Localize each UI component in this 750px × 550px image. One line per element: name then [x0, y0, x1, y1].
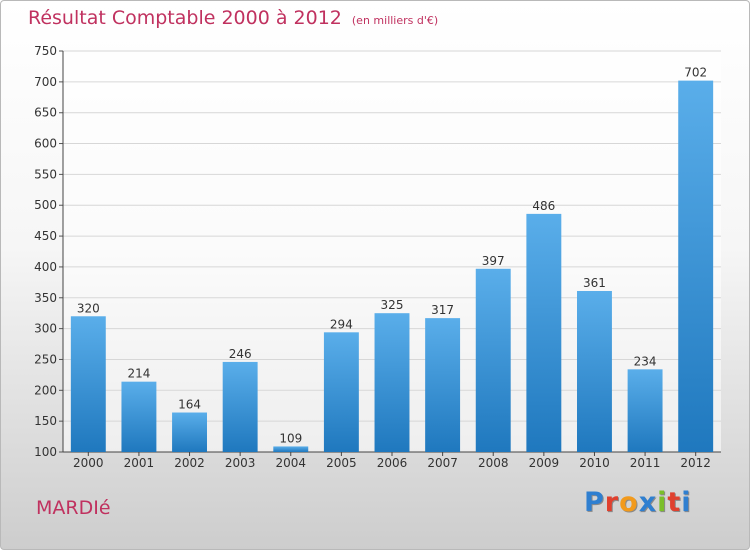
- chart-title: Résultat Comptable 2000 à 2012 (en millie…: [28, 7, 438, 29]
- logo-letter: o: [619, 487, 639, 518]
- y-tick-label: 700: [34, 75, 57, 89]
- x-tick-label-2000: 2000: [73, 456, 104, 470]
- data-label-2011: 234: [634, 354, 657, 368]
- data-label-2004: 109: [279, 431, 302, 445]
- chart-unit: (en milliers d'€): [351, 14, 439, 27]
- chart-title-text: Résultat Comptable 2000 à 2012: [28, 7, 342, 29]
- data-label-2001: 214: [127, 367, 150, 381]
- x-tick-label-2011: 2011: [630, 456, 661, 470]
- bar-2002: [172, 412, 208, 452]
- data-label-2006: 325: [381, 298, 404, 312]
- x-tick-label-2006: 2006: [377, 456, 408, 470]
- y-tick-label: 450: [34, 229, 57, 243]
- x-tick-label-2001: 2001: [124, 456, 155, 470]
- logo-letter: i: [681, 487, 692, 518]
- bar-2006: [374, 313, 410, 452]
- y-tick-label: 400: [34, 260, 57, 274]
- data-label-2002: 164: [178, 398, 201, 412]
- data-label-2010: 361: [583, 276, 606, 290]
- data-label-2009: 486: [532, 199, 555, 213]
- bar-2004: [273, 446, 309, 452]
- x-tick-label-2002: 2002: [174, 456, 205, 470]
- y-tick-label: 150: [34, 414, 57, 428]
- y-tick-label: 600: [34, 137, 57, 151]
- y-tick-label: 500: [34, 198, 57, 212]
- x-tick-label-2004: 2004: [275, 456, 306, 470]
- bar-2001: [121, 381, 157, 452]
- y-tick-label: 350: [34, 291, 57, 305]
- bar-2009: [526, 213, 562, 452]
- bar-2012: [678, 80, 714, 452]
- commune-name: MARDIé: [36, 497, 111, 519]
- logo-letter: t: [667, 487, 682, 518]
- logo-letter: r: [604, 487, 620, 518]
- logo-letter: x: [638, 487, 658, 518]
- proxiti-logo[interactable]: Proxiti: [584, 487, 692, 518]
- x-tick-label-2003: 2003: [225, 456, 256, 470]
- data-label-2005: 294: [330, 317, 353, 331]
- logo-letter: i: [657, 487, 668, 518]
- x-tick-label-2009: 2009: [529, 456, 560, 470]
- y-tick-label: 100: [34, 445, 57, 459]
- y-tick-label: 750: [34, 44, 57, 58]
- bar-2010: [576, 290, 612, 452]
- bar-2005: [323, 332, 359, 452]
- bar-2007: [425, 318, 461, 452]
- x-tick-label-2007: 2007: [427, 456, 458, 470]
- bar-2003: [222, 361, 258, 452]
- bar-2011: [627, 369, 663, 452]
- y-tick-label: 550: [34, 167, 57, 181]
- data-label-2012: 702: [684, 66, 707, 80]
- data-label-2008: 397: [482, 254, 505, 268]
- data-label-2007: 317: [431, 303, 454, 317]
- y-tick-label: 650: [34, 106, 57, 120]
- y-tick-label: 300: [34, 322, 57, 336]
- y-tick-label: 200: [34, 383, 57, 397]
- data-label-2000: 320: [77, 301, 100, 315]
- y-tick-label: 250: [34, 352, 57, 366]
- x-tick-label-2010: 2010: [579, 456, 610, 470]
- data-label-2003: 246: [229, 347, 252, 361]
- x-tick-label-2008: 2008: [478, 456, 509, 470]
- logo-letter: P: [584, 487, 605, 518]
- bar-2008: [475, 268, 511, 452]
- x-tick-label-2012: 2012: [680, 456, 711, 470]
- bar-2000: [70, 316, 106, 452]
- x-tick-label-2005: 2005: [326, 456, 357, 470]
